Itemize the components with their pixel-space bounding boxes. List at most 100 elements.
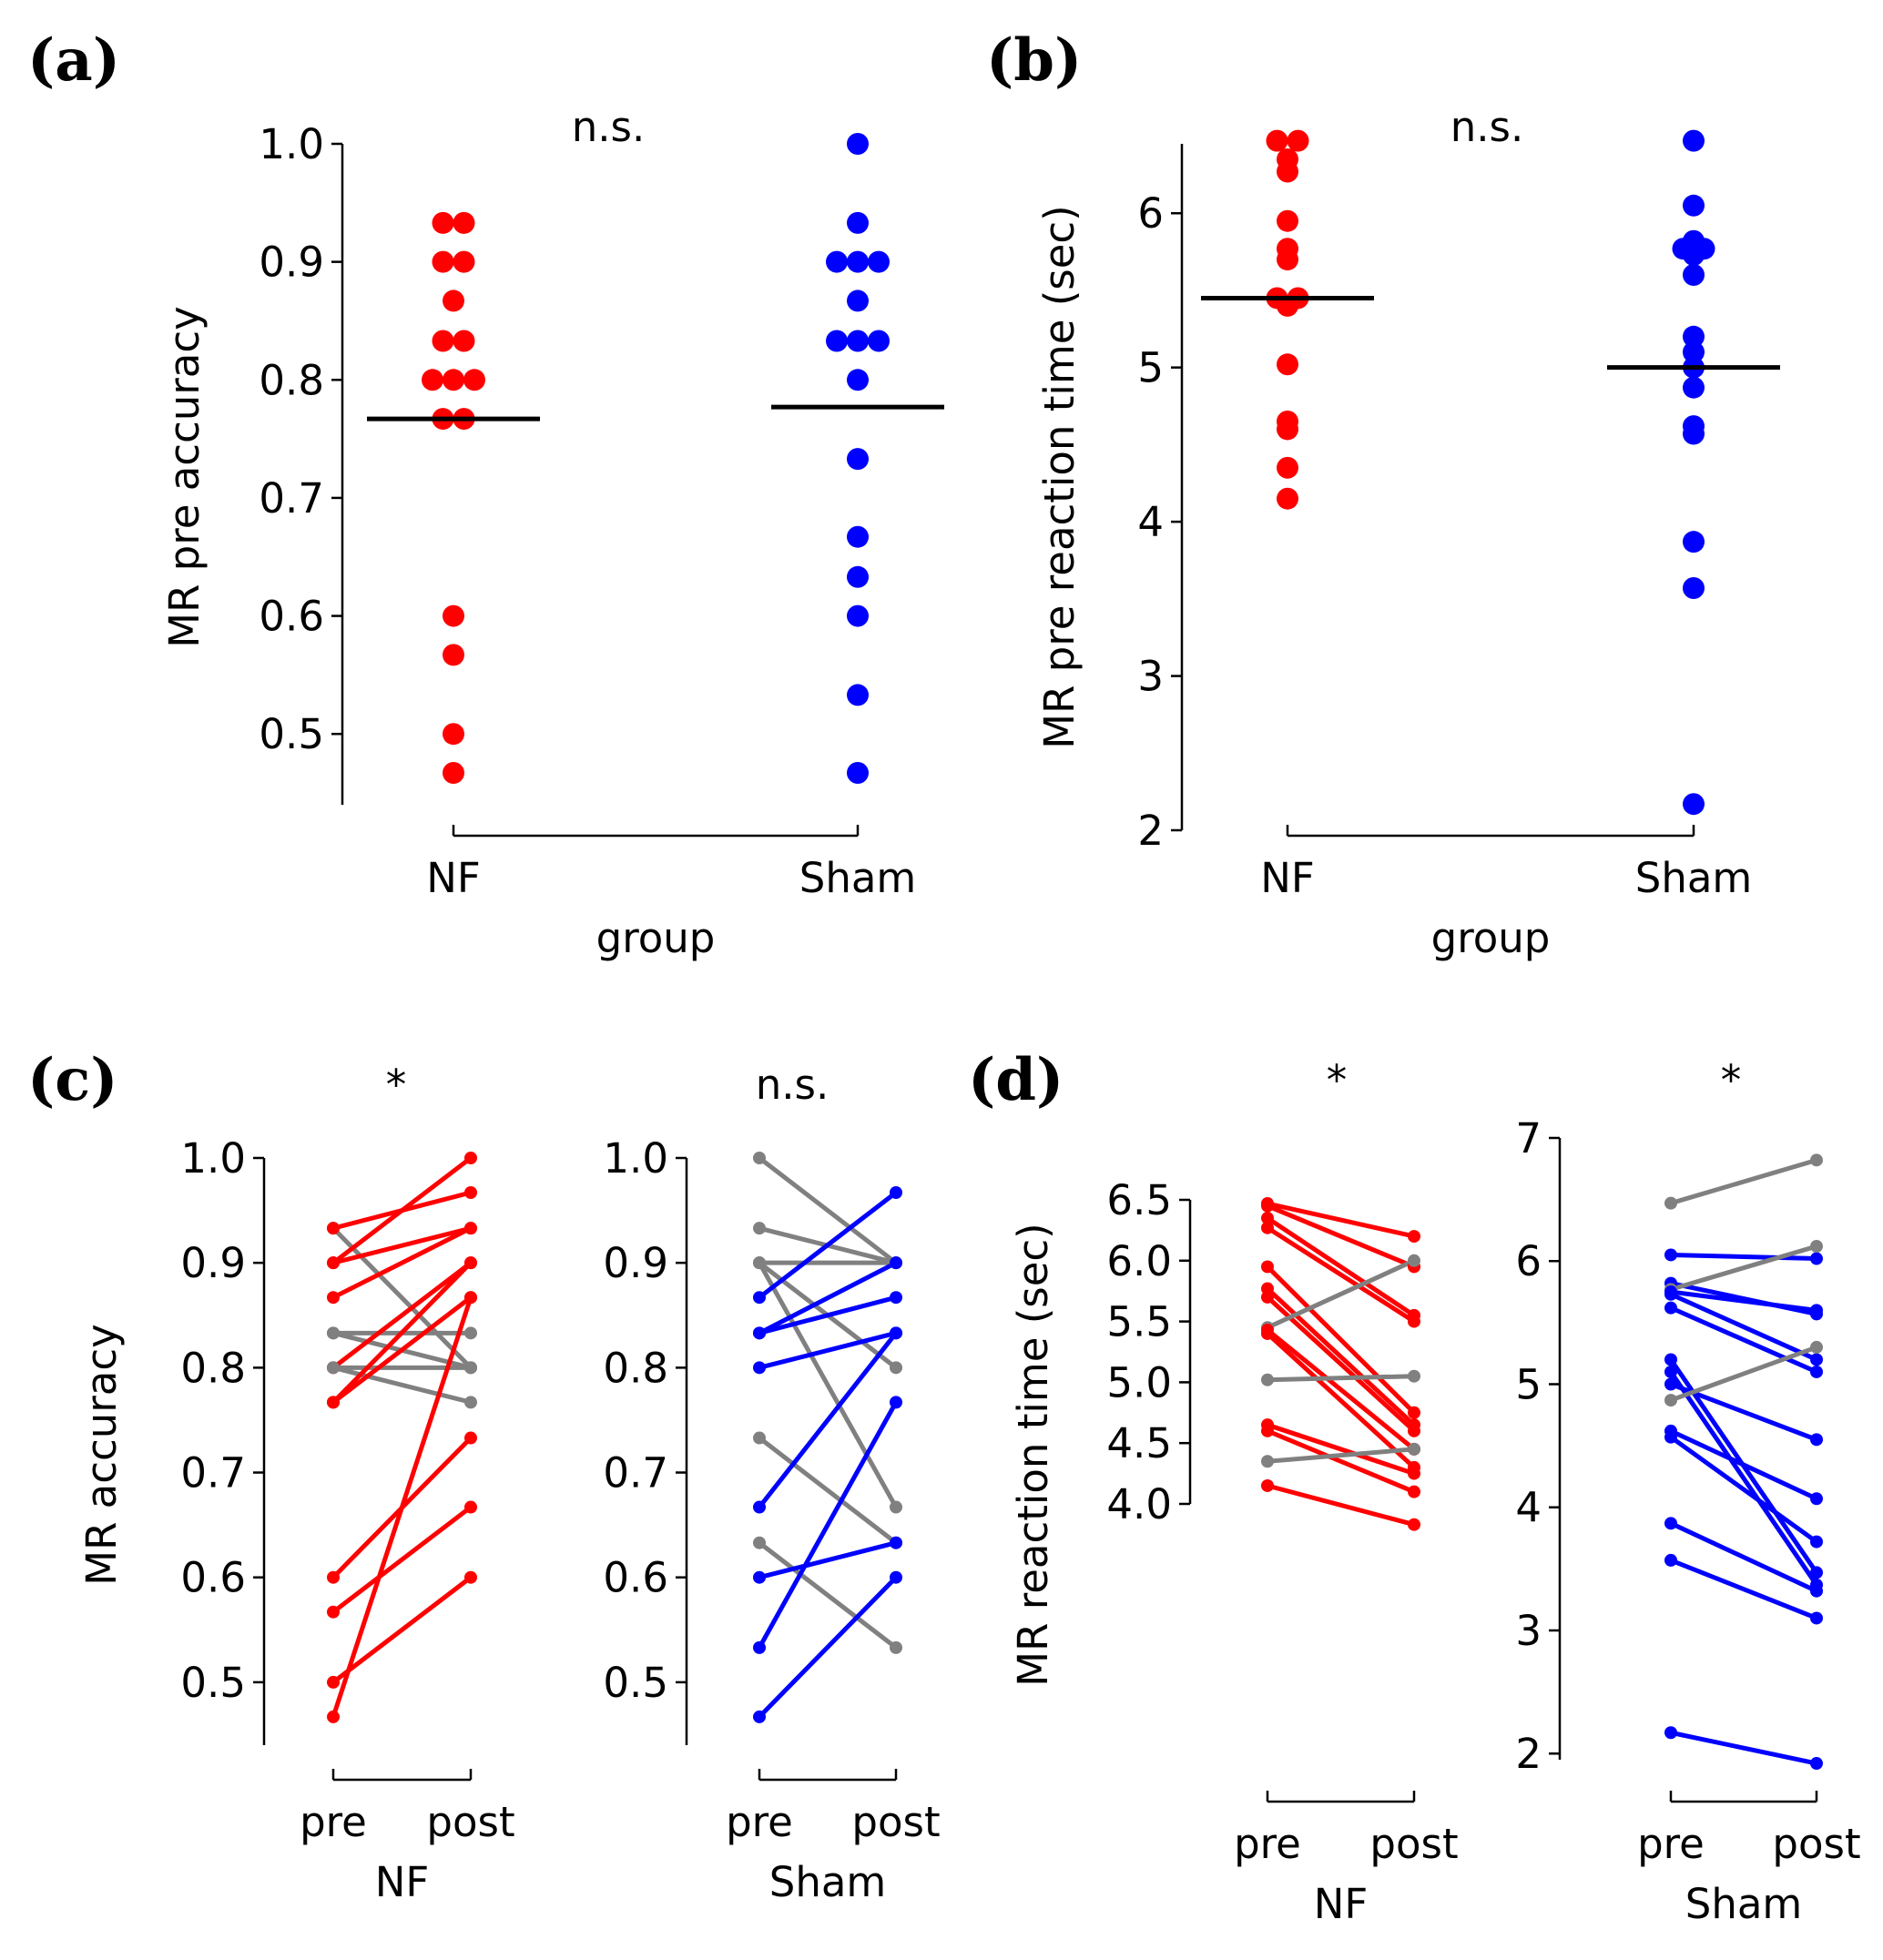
c-nf-significance: * — [386, 1061, 407, 1109]
d-sham-pair-line — [1669, 1305, 1818, 1375]
c-sham-pre-point — [753, 1570, 766, 1584]
c-sham-pair-line — [757, 1261, 899, 1508]
a-point-nf — [453, 330, 475, 352]
d-sham-post-point — [1810, 1340, 1823, 1354]
d-nf-post-point — [1408, 1467, 1420, 1480]
b-point-nf — [1277, 209, 1298, 232]
a-point-sham — [826, 330, 848, 352]
d-sham-post-point — [1810, 1240, 1823, 1254]
b-point-sham — [1683, 422, 1705, 445]
d-sham-y-tick-label: 2 — [1515, 1730, 1542, 1778]
c-sham-pair-line — [758, 1331, 898, 1509]
d-sham-pre-point — [1664, 1553, 1677, 1567]
d-sham-pair-line — [1670, 1289, 1817, 1313]
d-sham-x-tick-label: pre — [1637, 1820, 1705, 1868]
b-x-tick-label: NF — [1260, 854, 1315, 902]
a-y-tick-label: 1.0 — [259, 120, 324, 168]
d-nf-y-tick-label: 6.5 — [1106, 1176, 1172, 1224]
a-point-sham — [847, 211, 869, 234]
d-sham-post-point — [1810, 1584, 1823, 1598]
c-sham-pair-line — [758, 1260, 898, 1335]
c-nf-x-tick-label: post — [426, 1798, 514, 1846]
b-y-tick-label: 2 — [1137, 807, 1164, 855]
d-sham-pair-line — [1670, 1244, 1817, 1292]
c-sham-y-tick-label: 0.9 — [603, 1239, 668, 1287]
c-nf-pre-point — [327, 1710, 340, 1723]
c-nf-pre-point — [327, 1675, 340, 1689]
d-sham-pre-point — [1664, 1287, 1677, 1301]
d-nf-post-point — [1408, 1369, 1420, 1383]
a-point-sham — [847, 133, 869, 155]
c-nf-y-tick-label: 0.5 — [180, 1659, 246, 1707]
d-nf-pair-line — [1266, 1264, 1416, 1415]
d-nf-y-tick-label: 4.0 — [1106, 1480, 1172, 1528]
c-nf-pre-point — [327, 1605, 340, 1619]
d-sham-significance: * — [1721, 1056, 1742, 1104]
c-nf-y-tick-label: 0.6 — [180, 1554, 246, 1602]
d-sham-post-point — [1810, 1365, 1823, 1378]
b-x-tick-label: Sham — [1635, 854, 1753, 902]
c-nf-pre-point — [327, 1291, 340, 1305]
d-sham-post-point — [1810, 1611, 1823, 1625]
c-nf-post-point — [464, 1570, 477, 1584]
d-sham-pair-line — [1670, 1252, 1817, 1262]
d-nf-y-tick-label: 6.0 — [1106, 1237, 1172, 1285]
a-point-nf — [443, 604, 464, 627]
c-sham-post-point — [890, 1186, 902, 1200]
c-nf-x-tick-label: pre — [300, 1798, 367, 1846]
a-point-sham — [847, 565, 869, 588]
a-point-sham — [847, 448, 869, 471]
a-significance: n.s. — [572, 103, 646, 151]
b-point-sham — [1683, 194, 1705, 217]
c-sham-pre-point — [753, 1640, 766, 1654]
b-point-sham — [1683, 340, 1705, 363]
a-point-sham — [826, 250, 848, 273]
c-sham-post-point — [890, 1570, 902, 1584]
c-sham-post-point — [890, 1640, 902, 1654]
d-sham-pre-point — [1664, 1301, 1677, 1315]
a-point-nf — [453, 250, 475, 273]
d-nf-x-tick-label: post — [1369, 1820, 1458, 1868]
d-nf-pair-line — [1266, 1225, 1416, 1324]
c-sham-post-point — [890, 1500, 902, 1514]
c-sham-pre-point — [753, 1152, 766, 1164]
c-sham-pre-point — [753, 1256, 766, 1270]
a-point-nf — [443, 644, 464, 666]
a-point-sham — [868, 250, 890, 273]
d-sham-y-tick-label: 4 — [1515, 1484, 1542, 1532]
d-nf-pre-point — [1261, 1260, 1274, 1274]
c-sham-post-point — [890, 1256, 902, 1270]
d-nf-y-tick-label: 4.5 — [1106, 1419, 1172, 1467]
b-y-tick-label: 4 — [1137, 498, 1164, 546]
c-sham-pair-line — [758, 1575, 898, 1719]
panel-label-c: (c) — [27, 1046, 118, 1114]
d-sham-y-tick-label: 7 — [1515, 1114, 1542, 1163]
c-sham-pair-line — [758, 1540, 898, 1650]
a-point-nf — [463, 369, 485, 391]
d-sham-y-tick-label: 5 — [1515, 1360, 1542, 1408]
a-point-sham — [847, 761, 869, 784]
d-sham-pair-line — [1670, 1345, 1817, 1403]
panel-label-b: (b) — [986, 26, 1082, 95]
a-y-axis-label: MR pre accuracy — [160, 306, 209, 648]
c-nf-pair-line — [331, 1261, 473, 1370]
a-point-sham — [847, 525, 869, 548]
d-nf-significance: * — [1327, 1056, 1348, 1104]
a-point-nf — [443, 761, 464, 784]
d-nf-pair-line — [1267, 1428, 1415, 1494]
a-point-sham — [847, 604, 869, 627]
c-nf-pre-point — [327, 1326, 340, 1340]
c-sham-pre-point — [753, 1710, 766, 1723]
d-nf-pair-line — [1266, 1258, 1416, 1330]
a-point-nf — [432, 211, 454, 234]
c-sham-post-point — [890, 1396, 902, 1409]
b-point-nf — [1277, 353, 1298, 376]
d-nf-pre-point — [1261, 1326, 1274, 1340]
b-point-nf — [1277, 249, 1298, 271]
c-sham-x-tick-label: post — [851, 1798, 940, 1846]
d-nf-pair-line — [1266, 1328, 1416, 1451]
d-sham-post-point — [1810, 1304, 1823, 1317]
d-sham-pair-line — [1669, 1521, 1818, 1593]
d-nf-post-point — [1408, 1230, 1420, 1244]
d-sham-pair-line — [1670, 1558, 1817, 1620]
